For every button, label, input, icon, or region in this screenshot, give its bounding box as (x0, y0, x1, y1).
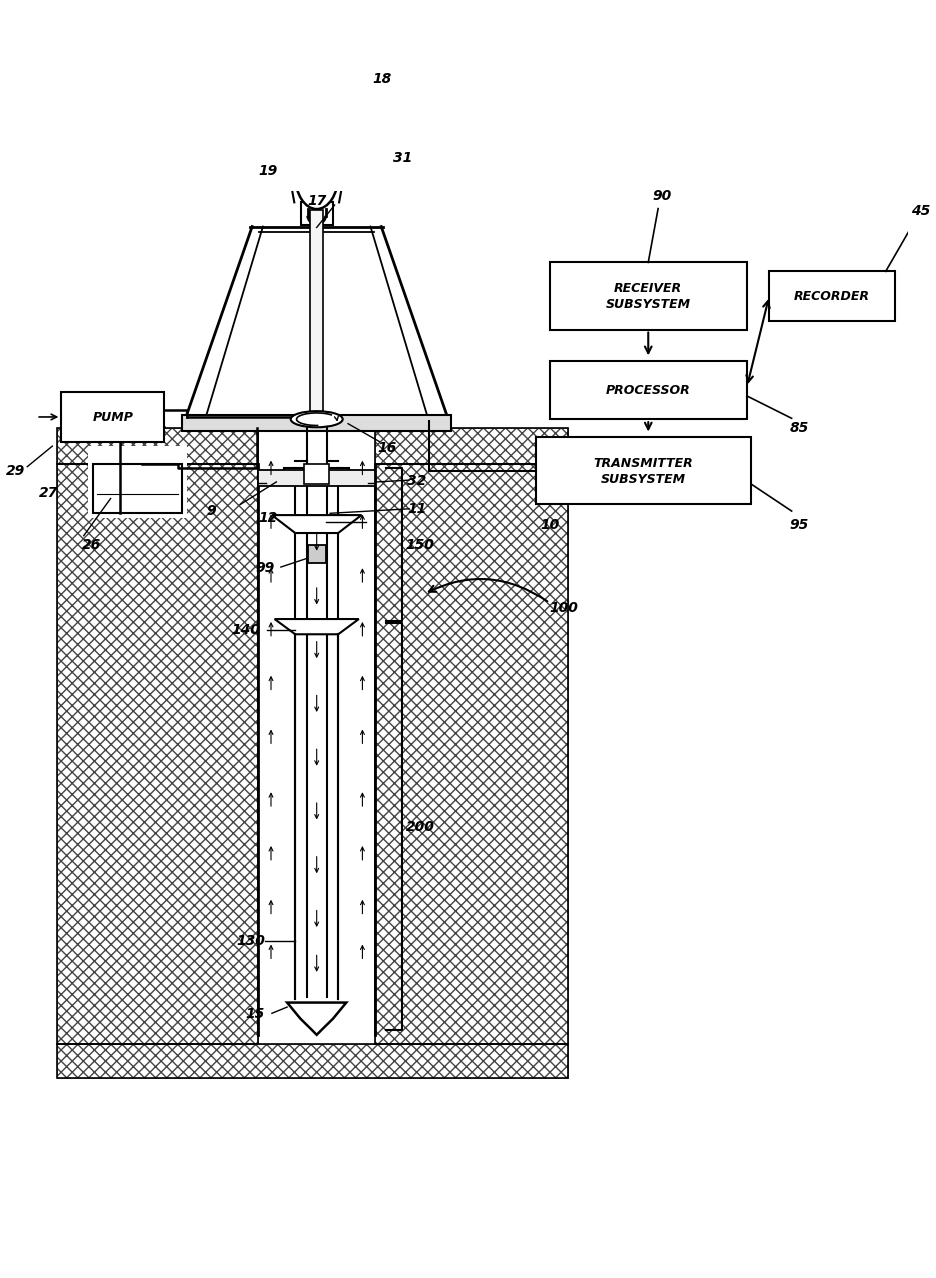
Text: 90: 90 (651, 189, 671, 203)
Ellipse shape (295, 142, 338, 210)
Text: TRANSMITTER
SUBSYSTEM: TRANSMITTER SUBSYSTEM (593, 456, 694, 486)
Bar (258, 470, 374, 487)
Text: 10: 10 (540, 518, 560, 532)
Text: RECEIVER
SUBSYSTEM: RECEIVER SUBSYSTEM (606, 282, 691, 311)
Bar (285, 469, 349, 483)
Text: PUMP: PUMP (93, 410, 133, 424)
Bar (93, 464, 183, 514)
Bar (183, 415, 451, 431)
Text: 32: 32 (407, 473, 426, 487)
Polygon shape (274, 620, 358, 634)
Polygon shape (287, 1003, 346, 1035)
Text: 11: 11 (407, 502, 426, 516)
Polygon shape (374, 428, 567, 464)
Text: 99: 99 (256, 560, 275, 574)
Bar (304, 464, 329, 484)
Text: 95: 95 (789, 518, 809, 532)
Text: 140: 140 (231, 624, 260, 636)
Bar (310, 210, 323, 413)
Polygon shape (271, 515, 361, 533)
Text: 130: 130 (236, 934, 265, 948)
Ellipse shape (290, 412, 343, 428)
Text: 31: 31 (393, 151, 412, 165)
Text: 17: 17 (308, 194, 327, 208)
Polygon shape (57, 428, 258, 464)
Text: 85: 85 (789, 420, 809, 435)
Text: 19: 19 (258, 165, 278, 179)
Text: RECORDER: RECORDER (794, 290, 870, 303)
Text: 18: 18 (372, 72, 391, 86)
Bar (308, 544, 326, 562)
Text: 15: 15 (245, 1007, 264, 1020)
Text: 150: 150 (405, 538, 434, 552)
Polygon shape (57, 464, 258, 1044)
Polygon shape (57, 1044, 567, 1077)
Text: 16: 16 (377, 441, 397, 455)
Text: 12: 12 (258, 511, 278, 525)
Bar (768, 272, 894, 321)
Bar (300, 203, 332, 225)
Bar (549, 362, 746, 419)
Text: 45: 45 (911, 203, 929, 217)
Polygon shape (374, 464, 567, 1044)
Text: 26: 26 (81, 538, 101, 552)
Text: 9: 9 (206, 504, 216, 518)
Text: 29: 29 (6, 464, 25, 478)
Bar (61, 392, 165, 442)
Text: 100: 100 (549, 601, 578, 615)
Bar (88, 446, 186, 518)
Text: 200: 200 (405, 819, 434, 833)
Text: PROCESSOR: PROCESSOR (606, 383, 690, 397)
Bar (536, 437, 751, 505)
Text: 27: 27 (39, 486, 58, 500)
Bar (549, 263, 746, 330)
